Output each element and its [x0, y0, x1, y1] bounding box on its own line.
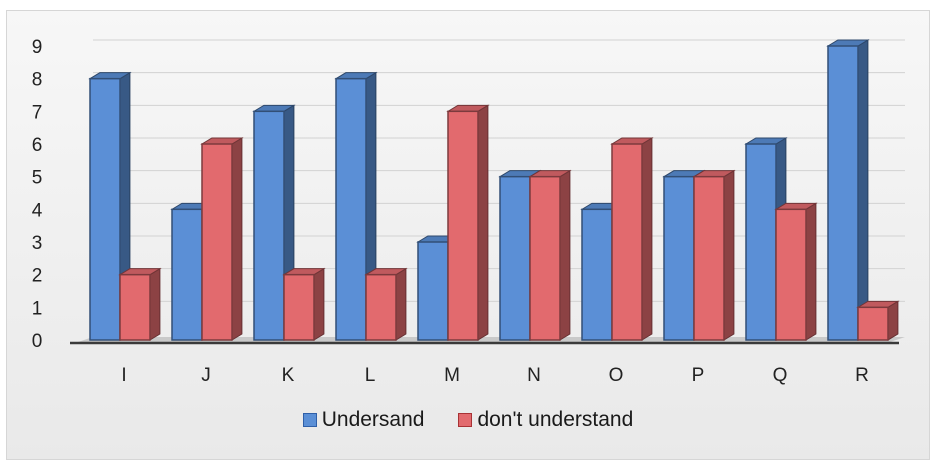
legend-label-undersand: Undersand — [321, 408, 425, 431]
bar-undersand-q — [745, 143, 777, 341]
x-tick-label: R — [855, 365, 869, 386]
bar-side — [313, 267, 325, 341]
bar-undersand-i — [89, 77, 121, 341]
bar-side — [887, 300, 899, 341]
legend-item-dont-understand: don't understand — [458, 408, 633, 432]
bar-dontunderstand-o — [611, 143, 643, 341]
bar-side — [805, 202, 817, 341]
bar-dontunderstand-j — [201, 143, 233, 341]
x-tick-label: J — [201, 365, 211, 386]
x-tick-label: L — [365, 365, 376, 386]
y-tick-label: 3 — [32, 233, 43, 254]
y-tick-label: 4 — [32, 200, 43, 221]
bar-side — [723, 169, 735, 341]
legend-label-dont-understand: don't understand — [477, 408, 634, 431]
x-tick-label: M — [444, 365, 460, 386]
x-tick-label: Q — [773, 365, 788, 386]
bar-undersand-k — [253, 110, 285, 341]
legend-item-undersand: Undersand — [302, 408, 425, 432]
x-tick-label: N — [527, 365, 541, 386]
bar-undersand-j — [171, 208, 203, 341]
x-tick-label: I — [121, 365, 126, 386]
x-tick-label: K — [282, 365, 295, 386]
y-tick-label: 9 — [32, 37, 43, 58]
bar-side — [477, 104, 489, 341]
legend-swatch-undersand — [302, 413, 317, 427]
bar-undersand-r — [827, 45, 859, 341]
bar-dontunderstand-k — [283, 273, 315, 341]
legend-swatch-dont-understand — [458, 413, 473, 427]
bar-undersand-o — [581, 208, 613, 341]
y-tick-label: 6 — [32, 135, 43, 156]
bar-side — [857, 39, 869, 341]
bar-side — [559, 169, 571, 341]
bar-side — [231, 137, 243, 341]
bar-side — [641, 137, 653, 341]
x-tick-label: P — [692, 365, 705, 386]
bar-side — [149, 267, 161, 341]
bar-undersand-m — [417, 241, 449, 341]
y-tick-label: 1 — [32, 298, 43, 319]
y-tick-label: 5 — [32, 168, 43, 189]
bar-dontunderstand-r — [857, 306, 889, 341]
bar-dontunderstand-i — [119, 273, 151, 341]
y-tick-label: 8 — [32, 70, 43, 91]
bar-side — [395, 267, 407, 341]
y-tick-label: 2 — [32, 266, 43, 287]
bar-undersand-n — [499, 175, 531, 341]
bar-undersand-p — [663, 175, 695, 341]
y-tick-label: 0 — [32, 331, 43, 352]
legend: Undersand don't understand — [0, 408, 936, 432]
x-tick-label: O — [609, 365, 624, 386]
bar-dontunderstand-l — [365, 273, 397, 341]
bar-dontunderstand-q — [775, 208, 807, 341]
bar-undersand-l — [335, 77, 367, 341]
bar-dontunderstand-m — [447, 110, 479, 341]
y-tick-label: 7 — [32, 102, 43, 123]
bar-dontunderstand-n — [529, 175, 561, 341]
bar-dontunderstand-p — [693, 175, 725, 341]
